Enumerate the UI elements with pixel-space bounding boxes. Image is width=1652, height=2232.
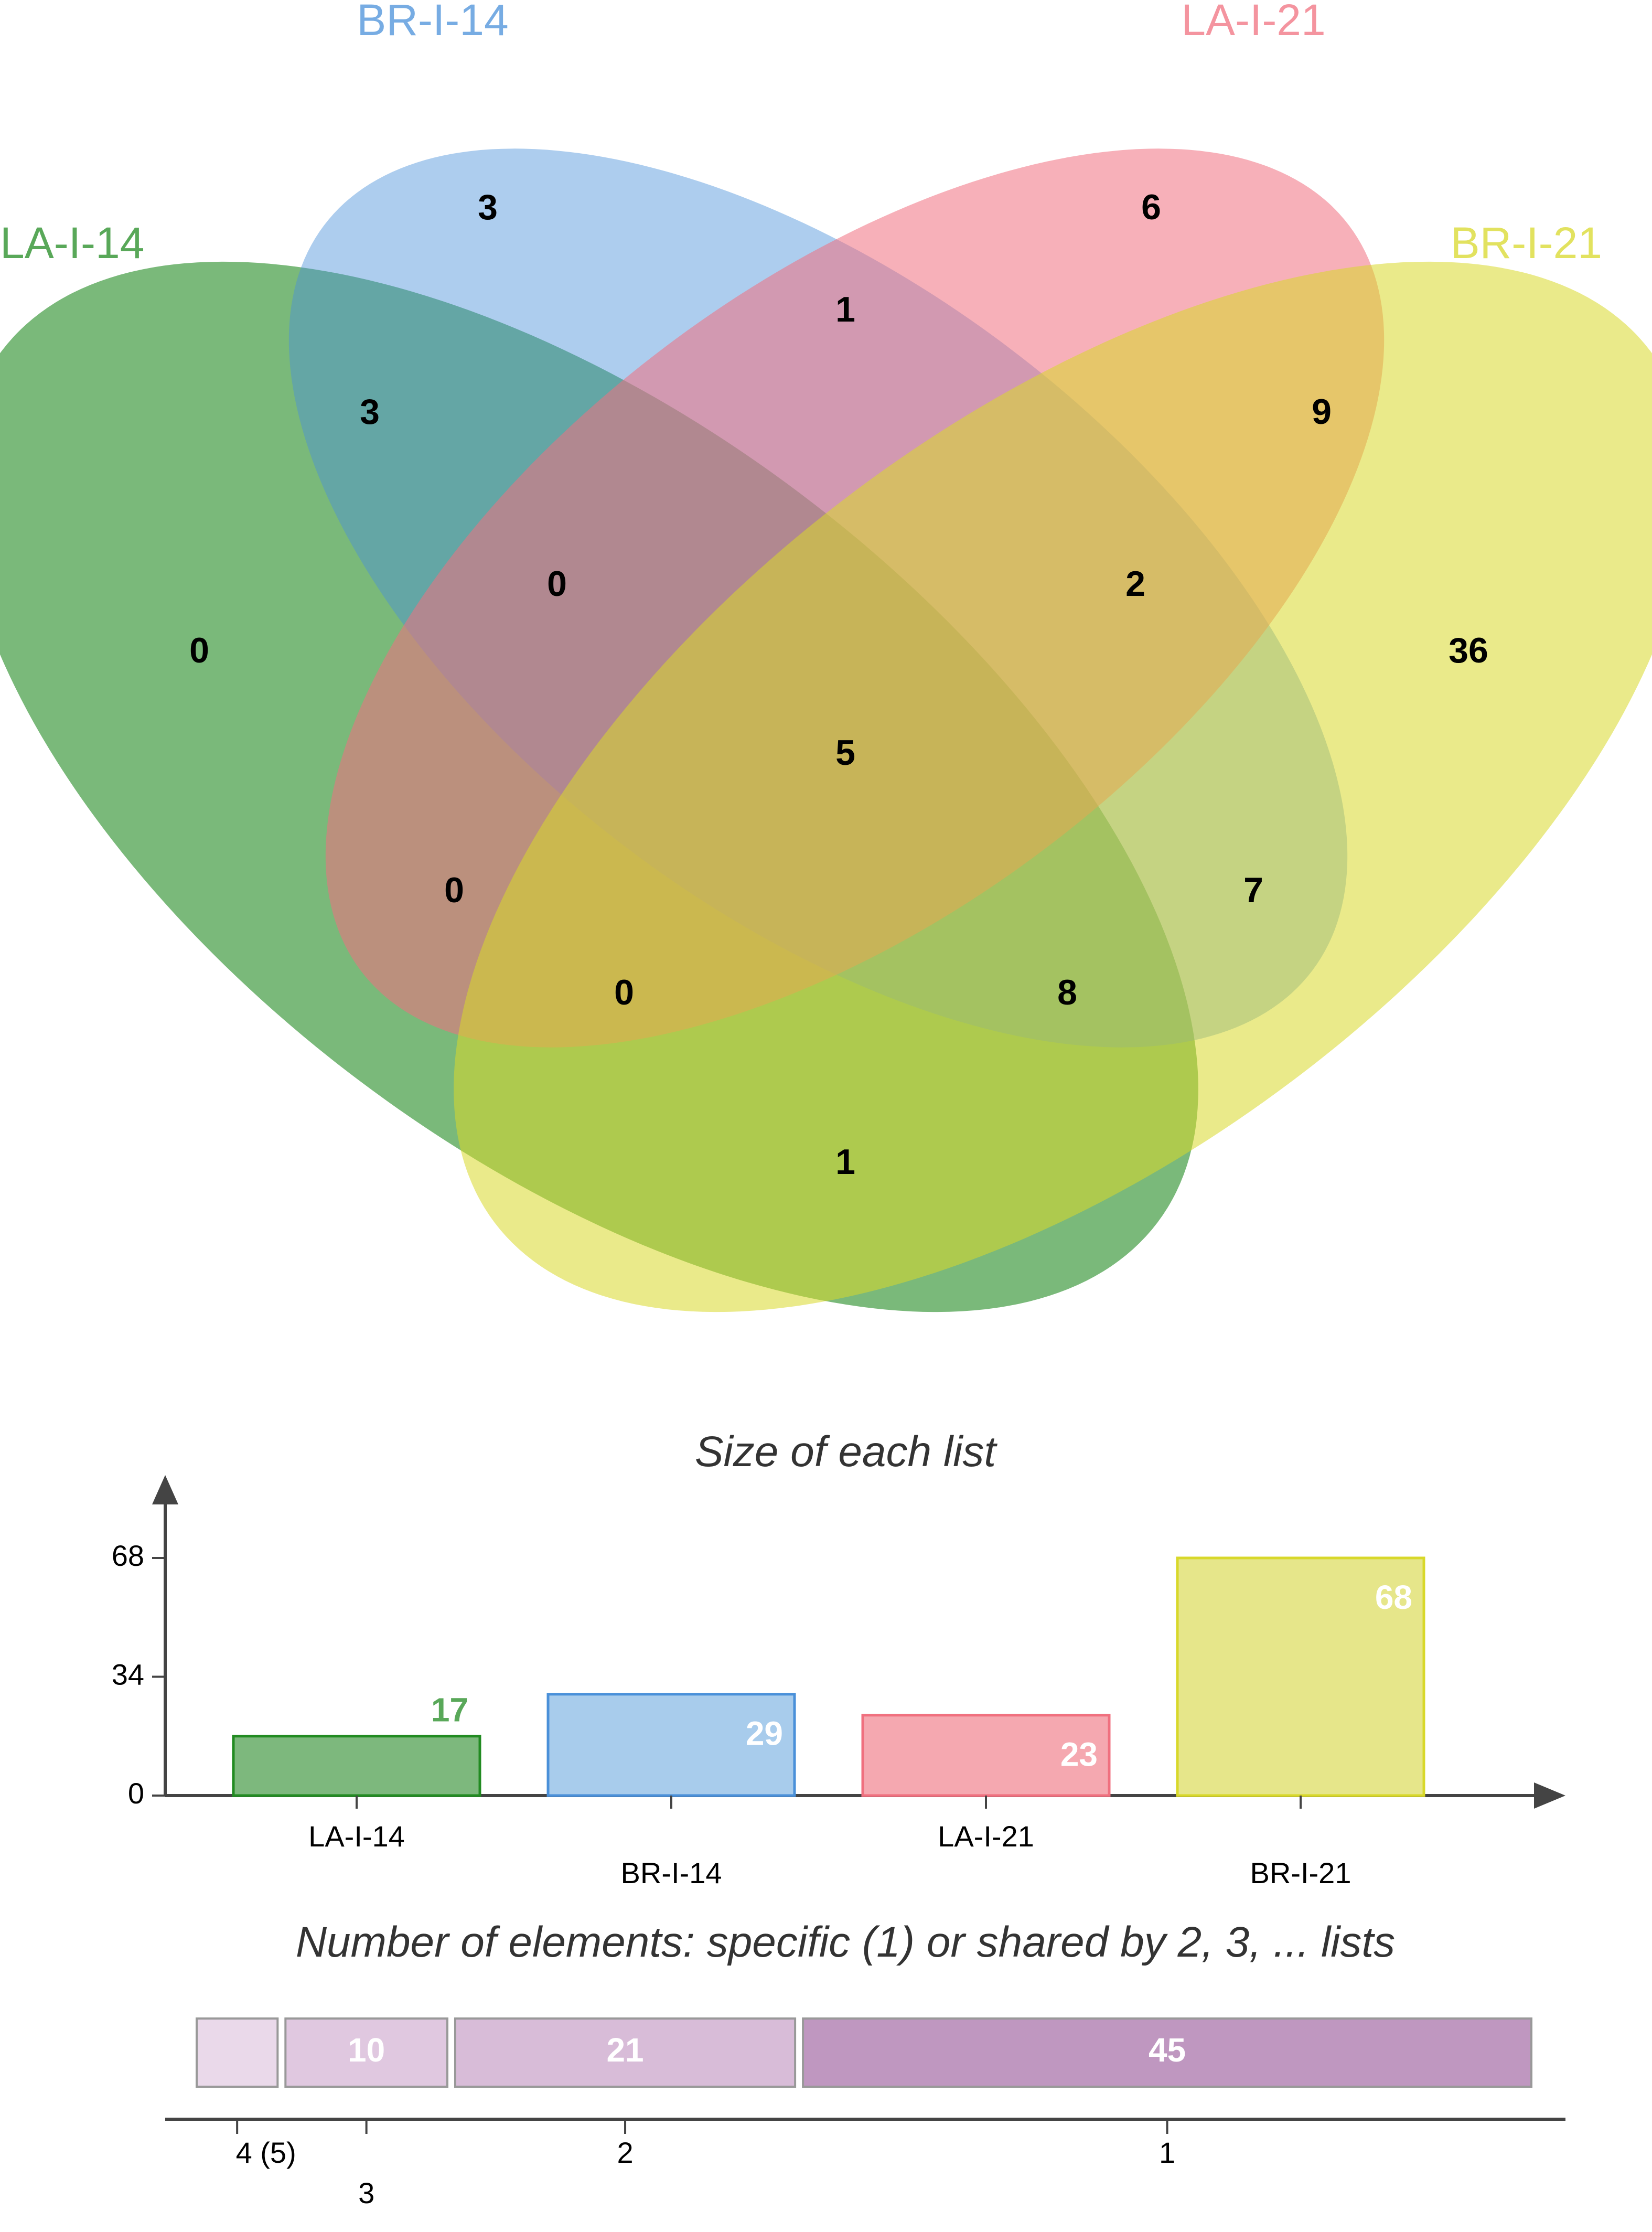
venn-region-br-i-14: 3 [478,187,498,227]
shared-tick-label-3: 3 [358,2176,374,2209]
venn-set-label-la-i-14: LA-I-14 [0,218,144,268]
list-size-chart: Size of each list 0 34 68 LA-I-14 17 BR-I-14 29… [112,1428,1565,1889]
venn-region-la-i-21--br-i-21: 9 [1312,392,1332,432]
x-tick-label-br-i-14: BR-I-14 [621,1856,722,1889]
shared-segment-value-1: 45 [1149,2031,1186,2069]
venn-region-la-i-14--br-i-14--la-i-21: 0 [547,564,567,604]
venn-region-br-i-14--la-i-21: 1 [835,290,855,329]
shared-elements-chart-title: Number of elements: specific (1) or shar… [296,1918,1395,1966]
shared-elements-chart: Number of elements: specific (1) or shar… [165,1918,1565,2209]
bar-value-label-br-i-14: 29 [746,1715,783,1753]
venn-region-br-i-21: 36 [1449,631,1488,670]
shared-segment-1 [802,2017,1532,2088]
bar-value-label-la-i-21: 23 [1060,1736,1098,1774]
shared-segment-value-2: 21 [606,2031,643,2069]
venn-region-la-i-21: 6 [1141,187,1161,227]
x-tick-label-br-i-21: BR-I-21 [1250,1856,1351,1889]
venn-region-br-i-14--la-i-21--br-i-21: 2 [1125,564,1145,604]
venn-region-la-i-14--br-i-21: 1 [835,1142,855,1182]
shared-segment-2 [454,2017,797,2088]
y-axis-arrow [152,1475,178,1504]
venn-set-label-la-i-21: LA-I-21 [1181,0,1325,45]
bar-la-i-14 [232,1735,481,1797]
bar-la-i-21 [861,1714,1111,1797]
shared-tick-label-1: 1 [1159,2136,1175,2169]
x-tick-label-la-i-14: LA-I-14 [308,1820,405,1853]
bar-br-i-14 [546,1693,796,1797]
venn-region-br-i-14--br-i-21: 7 [1243,870,1263,910]
shared-segment-value-3: 10 [348,2031,385,2069]
y-tick-label: 0 [128,1777,144,1810]
venn-region-la-i-14--la-i-21: 0 [444,870,464,910]
shared-tick-label-2: 2 [617,2136,633,2169]
shared-segment-3 [284,2017,448,2088]
venn-set-label-br-i-14: BR-I-14 [357,0,508,45]
shared-tick-label-4-5: 4 (5) [236,2136,296,2169]
bar-br-i-21 [1176,1556,1425,1797]
venn-region-la-i-14: 0 [189,631,209,670]
venn-set-label-br-i-21: BR-I-21 [1451,218,1602,268]
venn-region-la-i-14--la-i-21--br-i-21: 0 [614,973,634,1012]
venn-region-la-i-14--br-i-14--br-i-21: 8 [1057,973,1077,1012]
x-tick-label-la-i-21: LA-I-21 [938,1820,1034,1853]
bar-value-label-br-i-21: 68 [1375,1578,1412,1616]
list-size-chart-title: Size of each list [695,1428,997,1476]
y-tick-label: 68 [112,1539,144,1572]
venn-region-la-i-14--br-i-14--la-i-21--br-i-21: 5 [835,733,855,773]
y-tick-label: 34 [112,1658,144,1691]
x-axis-arrow [1534,1782,1565,1809]
bar-value-label-la-i-14: 17 [431,1691,468,1729]
shared-segment-4-5 [196,2017,279,2088]
venn-region-la-i-14--br-i-14: 3 [360,392,380,432]
venn-ellipse-br-i-21 [454,261,1652,1312]
